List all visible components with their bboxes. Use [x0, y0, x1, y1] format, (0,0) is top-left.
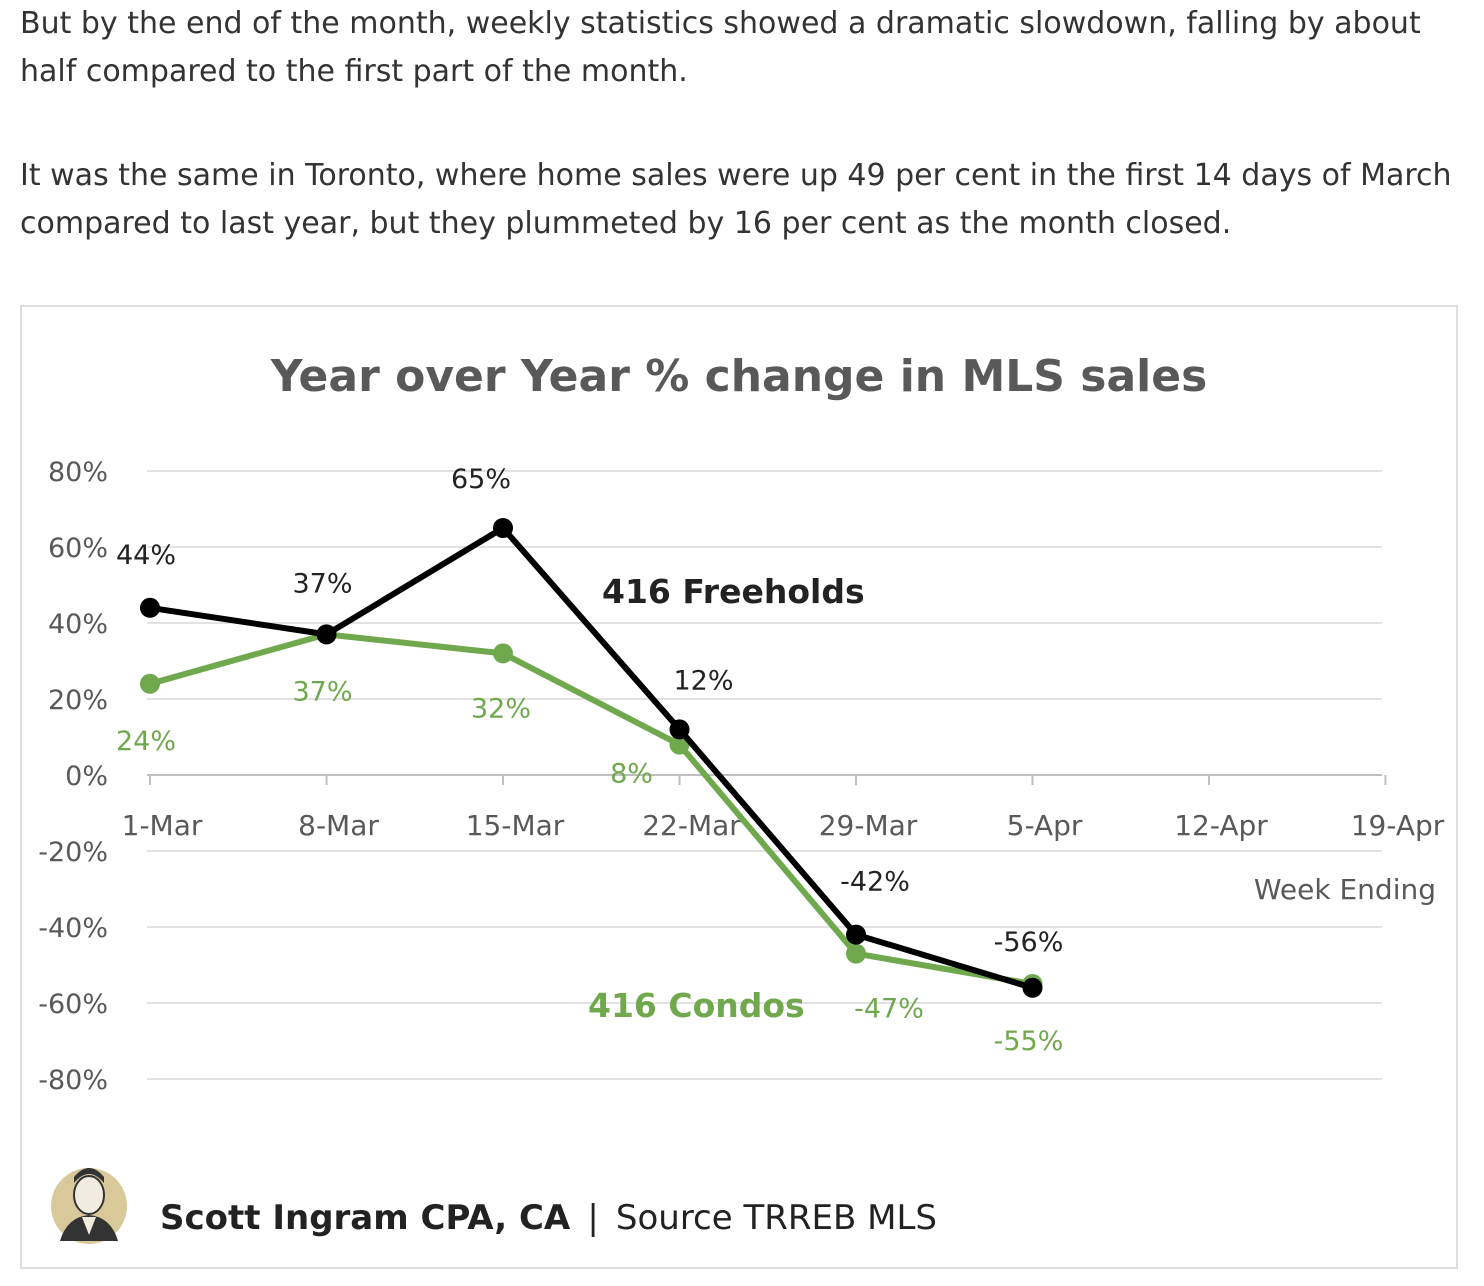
- data-label: 37%: [292, 676, 352, 707]
- data-label: -47%: [854, 994, 924, 1025]
- data-label: -42%: [840, 867, 910, 898]
- data-label: 65%: [451, 464, 511, 495]
- x-axis-title: Week Ending: [1254, 873, 1436, 906]
- data-label: 8%: [610, 759, 653, 790]
- article-paragraph-1: But by the end of the month, weekly stat…: [20, 6, 1421, 89]
- grid-layer: [147, 470, 1387, 1080]
- chart-credit: Scott Ingram CPA, CA | Source TRREB MLS: [51, 1168, 937, 1244]
- x-axis-ticks: 1-Mar 8-Mar 15-Mar 22-Mar 29-Mar 5-Apr 12-Apr 1…: [122, 809, 1445, 842]
- data-label: -55%: [994, 1026, 1064, 1057]
- x-tick-label: 12-Apr: [1174, 809, 1268, 842]
- y-tick-label: -20%: [38, 837, 108, 868]
- series-label-freeholds: 416 Freeholds: [602, 572, 865, 611]
- data-label: 32%: [471, 693, 531, 724]
- data-point: [493, 643, 513, 664]
- series-label-condos: 416 Condos: [588, 986, 805, 1025]
- data-label: 24%: [116, 726, 176, 757]
- data-point: [846, 924, 866, 945]
- chart-image: Year over Year % change in MLS sales 80%…: [20, 305, 1458, 1269]
- series-line: [149, 631, 1034, 987]
- data-point: [316, 624, 337, 645]
- data-labels: 44% 37% 65% 12% -42% -56% 24% 37% 32% 8% -47% -55%: [116, 464, 1063, 1057]
- data-label: 44%: [116, 540, 176, 571]
- data-point: [140, 673, 160, 694]
- x-tick-label: 8-Mar: [298, 809, 379, 842]
- y-tick-label: 20%: [48, 685, 108, 716]
- data-label: -56%: [994, 927, 1064, 958]
- y-tick-label: 40%: [48, 609, 108, 640]
- data-point: [140, 597, 160, 618]
- credit-source: Source TRREB MLS: [616, 1198, 937, 1238]
- data-label: 37%: [292, 568, 352, 599]
- x-tick-label: 5-Apr: [1007, 809, 1083, 842]
- series-line: [149, 525, 1034, 991]
- y-tick-label: -60%: [38, 989, 108, 1020]
- author-avatar: [51, 1168, 127, 1244]
- data-point: [1022, 977, 1043, 998]
- y-tick-label: 80%: [48, 457, 108, 488]
- y-tick-label: -40%: [38, 913, 108, 944]
- x-tick-label: 22-Mar: [642, 809, 741, 842]
- y-tick-label: 60%: [48, 533, 108, 564]
- x-tick-label: 19-Apr: [1351, 809, 1445, 842]
- series-layer: [140, 518, 1043, 998]
- article-paragraph-2: It was the same in Toronto, where home s…: [20, 158, 1452, 241]
- x-tick-label: 15-Mar: [466, 809, 565, 842]
- chart-title: Year over Year % change in MLS sales: [270, 351, 1208, 402]
- data-label: 12%: [673, 665, 733, 696]
- data-point: [846, 943, 866, 964]
- y-tick-label: -80%: [38, 1065, 108, 1096]
- credit-separator: |: [587, 1198, 598, 1238]
- credit-author: Scott Ingram CPA, CA: [160, 1198, 571, 1238]
- data-point: [493, 518, 513, 538]
- x-tick-label: 1-Mar: [122, 809, 203, 842]
- data-point: [669, 719, 690, 740]
- y-axis-ticks: 80% 60% 40% 20% 0% -20% -40% -60% -80%: [38, 457, 108, 1096]
- x-tick-label: 29-Mar: [819, 809, 918, 842]
- y-tick-label: 0%: [65, 761, 108, 792]
- chart-svg: Year over Year % change in MLS sales 80%…: [38, 351, 1445, 1244]
- credit-text: Scott Ingram CPA, CA | Source TRREB MLS: [160, 1198, 937, 1238]
